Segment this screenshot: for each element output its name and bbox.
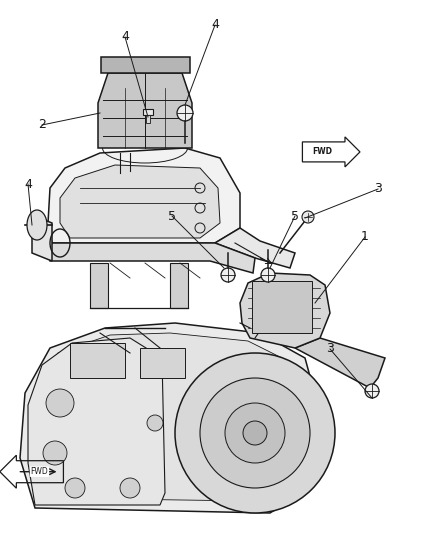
Polygon shape <box>60 165 220 238</box>
Circle shape <box>302 211 314 223</box>
Circle shape <box>175 353 335 513</box>
Text: 4: 4 <box>211 19 219 31</box>
Bar <box>140 348 185 378</box>
Polygon shape <box>295 338 385 388</box>
Circle shape <box>225 403 285 463</box>
Text: 4: 4 <box>24 177 32 190</box>
Polygon shape <box>32 333 298 501</box>
Circle shape <box>261 268 275 282</box>
Polygon shape <box>240 273 330 348</box>
Bar <box>70 343 125 378</box>
Circle shape <box>177 105 193 121</box>
Text: 3: 3 <box>326 343 334 356</box>
Circle shape <box>43 441 67 465</box>
Text: 3: 3 <box>374 182 382 196</box>
Text: 5: 5 <box>291 209 299 222</box>
Circle shape <box>200 378 310 488</box>
Ellipse shape <box>27 210 47 240</box>
FancyBboxPatch shape <box>302 137 360 167</box>
Bar <box>101 57 190 73</box>
Polygon shape <box>47 243 255 273</box>
Bar <box>146 115 150 123</box>
Bar <box>143 109 153 115</box>
Bar <box>252 281 312 333</box>
Text: 1: 1 <box>361 230 369 244</box>
Text: 2: 2 <box>38 118 46 132</box>
Circle shape <box>46 389 74 417</box>
Polygon shape <box>98 73 192 148</box>
Text: 5: 5 <box>168 209 176 222</box>
Circle shape <box>221 268 235 282</box>
Circle shape <box>243 421 267 445</box>
Text: FWD: FWD <box>31 467 48 476</box>
Bar <box>170 263 188 308</box>
Polygon shape <box>32 215 52 261</box>
Polygon shape <box>28 338 165 505</box>
Text: 4: 4 <box>121 30 129 44</box>
Circle shape <box>365 384 379 398</box>
Circle shape <box>120 478 140 498</box>
Circle shape <box>147 415 163 431</box>
Bar <box>90 263 108 308</box>
Circle shape <box>65 478 85 498</box>
Polygon shape <box>20 323 320 513</box>
Text: FWD: FWD <box>312 148 332 156</box>
Polygon shape <box>215 228 295 268</box>
Polygon shape <box>48 148 240 243</box>
